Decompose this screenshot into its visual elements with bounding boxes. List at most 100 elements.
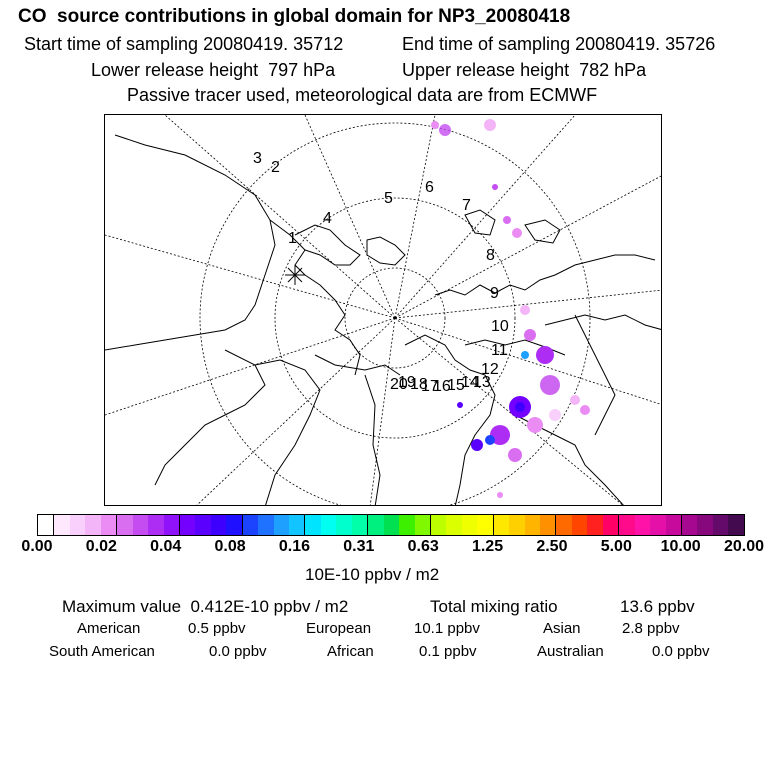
track-label: 7 <box>462 197 471 214</box>
color-scale-tick-label: 0.63 <box>407 538 439 555</box>
map-canvas: 1 2 3 4 5 6 7 8 9 10 11 12 13 14 15 16 1… <box>105 115 661 505</box>
color-scale-tick-label: 0.16 <box>278 538 311 555</box>
track-label: 3 <box>253 150 262 167</box>
color-scale-segment <box>210 515 227 535</box>
region-name-american: American <box>77 620 141 637</box>
color-scale-tick-label: 20.00 <box>723 538 765 555</box>
color-scale-bar <box>37 514 745 536</box>
start-time-label: Start time of sampling 20080419. 35712 <box>24 34 344 54</box>
color-scale-segment <box>509 515 525 535</box>
region-name-australian: Australian <box>537 643 604 660</box>
color-scale-segment <box>555 515 572 535</box>
track-label: 13 <box>473 374 491 391</box>
color-scale-segment <box>273 515 289 535</box>
color-scale-segment <box>178 515 196 535</box>
track-label: 5 <box>384 190 393 207</box>
coastlines <box>105 134 661 505</box>
track-label: 18 <box>410 376 428 393</box>
color-scale-segment <box>650 515 666 535</box>
track-label: 20 <box>390 376 408 393</box>
color-scale-segment <box>53 515 70 535</box>
color-scale-segment <box>680 515 698 535</box>
region-name-european: European <box>306 620 372 637</box>
color-scale-tick-label: 0.31 <box>343 538 375 555</box>
color-scale-segment <box>446 515 462 535</box>
plot-title: CO source contributions in global domain… <box>18 6 571 27</box>
color-scale-tick-label: 0.02 <box>85 538 117 555</box>
color-scale-segment <box>38 515 54 535</box>
region-value-african: 0.1 ppbv <box>419 643 477 660</box>
track-label: 15 <box>447 377 465 394</box>
track-label: 19 <box>398 374 416 391</box>
color-scale-segment <box>69 515 86 535</box>
region-value-european: 10.1 ppbv <box>414 620 480 637</box>
tracer-label: Passive tracer used, meteorological data… <box>127 85 598 105</box>
color-scale-segment <box>712 515 729 535</box>
region-value-south-american: 0.0 ppbv <box>209 643 267 660</box>
color-scale-segment <box>461 515 478 535</box>
color-scale-segment <box>477 515 493 535</box>
color-scale-segment <box>634 515 651 535</box>
upper-release-label: Upper release height 782 hPa <box>402 60 647 80</box>
color-scale-segment <box>289 515 305 535</box>
region-name-asian: Asian <box>543 620 581 637</box>
color-scale-segment <box>540 515 556 535</box>
color-scale-segment <box>258 515 274 535</box>
color-scale-segment <box>85 515 101 535</box>
release-site-marker <box>285 265 305 285</box>
color-scale-segment <box>226 515 242 535</box>
track-label: 17 <box>421 378 439 395</box>
concentration-field <box>431 119 590 498</box>
color-scale-units: 10E-10 ppbv / m2 <box>305 565 440 584</box>
color-scale-segment <box>697 515 713 535</box>
color-scale-tick-label: 1.25 <box>471 538 504 555</box>
color-scale-segment <box>728 515 744 535</box>
track-label: 2 <box>271 159 280 176</box>
color-scale-segment <box>383 515 400 535</box>
color-scale-tick-label: 10.00 <box>660 538 701 555</box>
end-time-label: End time of sampling 20080419. 35726 <box>402 34 716 54</box>
lower-release-label: Lower release height 797 hPa <box>91 60 336 80</box>
color-scale-segment <box>132 515 149 535</box>
region-value-american: 0.5 ppbv <box>188 620 246 637</box>
total-mixing-label: Total mixing ratio <box>430 597 558 616</box>
color-scale-segment <box>336 515 352 535</box>
track-label: 8 <box>486 247 495 264</box>
color-scale-tick-label: 2.50 <box>536 538 568 555</box>
color-scale-segment <box>429 515 447 535</box>
color-scale-tick-label: 5.00 <box>600 538 632 555</box>
color-scale-segment <box>304 515 321 535</box>
color-scale-segment <box>320 515 337 535</box>
total-mixing-value: 13.6 ppbv <box>620 597 695 616</box>
color-scale-segment <box>399 515 415 535</box>
color-scale-segment <box>195 515 211 535</box>
color-scale-segment <box>351 515 368 535</box>
track-label: 12 <box>481 361 499 378</box>
track-label: 6 <box>425 179 434 196</box>
meridians <box>105 115 661 505</box>
color-scale-tick-label: 0.08 <box>214 538 246 555</box>
color-scale-segment <box>602 515 619 535</box>
polar-map: 1 2 3 4 5 6 7 8 9 10 11 12 13 14 15 16 1… <box>104 114 662 506</box>
region-name-south-american: South American <box>49 643 155 660</box>
region-value-asian: 2.8 ppbv <box>622 620 680 637</box>
color-scale-segment <box>524 515 540 535</box>
color-scale-segment <box>148 515 164 535</box>
track-label: 11 <box>491 342 508 359</box>
color-scale-segment <box>116 515 133 535</box>
color-scale-segment <box>100 515 117 535</box>
color-scale-tick-label: 0.00 <box>21 538 53 555</box>
color-scale-segment <box>587 515 603 535</box>
color-scale-segment <box>414 515 430 535</box>
track-label: 14 <box>461 374 479 391</box>
region-value-australian: 0.0 ppbv <box>652 643 710 660</box>
track-label: 1 <box>288 230 297 247</box>
color-scale-segment <box>241 515 259 535</box>
color-scale-segment <box>367 515 384 535</box>
color-scale-segment <box>665 515 681 535</box>
color-scale-segment <box>492 515 510 535</box>
color-scale-segment <box>618 515 635 535</box>
track-label: 10 <box>491 318 509 335</box>
track-label: 9 <box>490 285 499 302</box>
track-label: 4 <box>323 210 332 227</box>
